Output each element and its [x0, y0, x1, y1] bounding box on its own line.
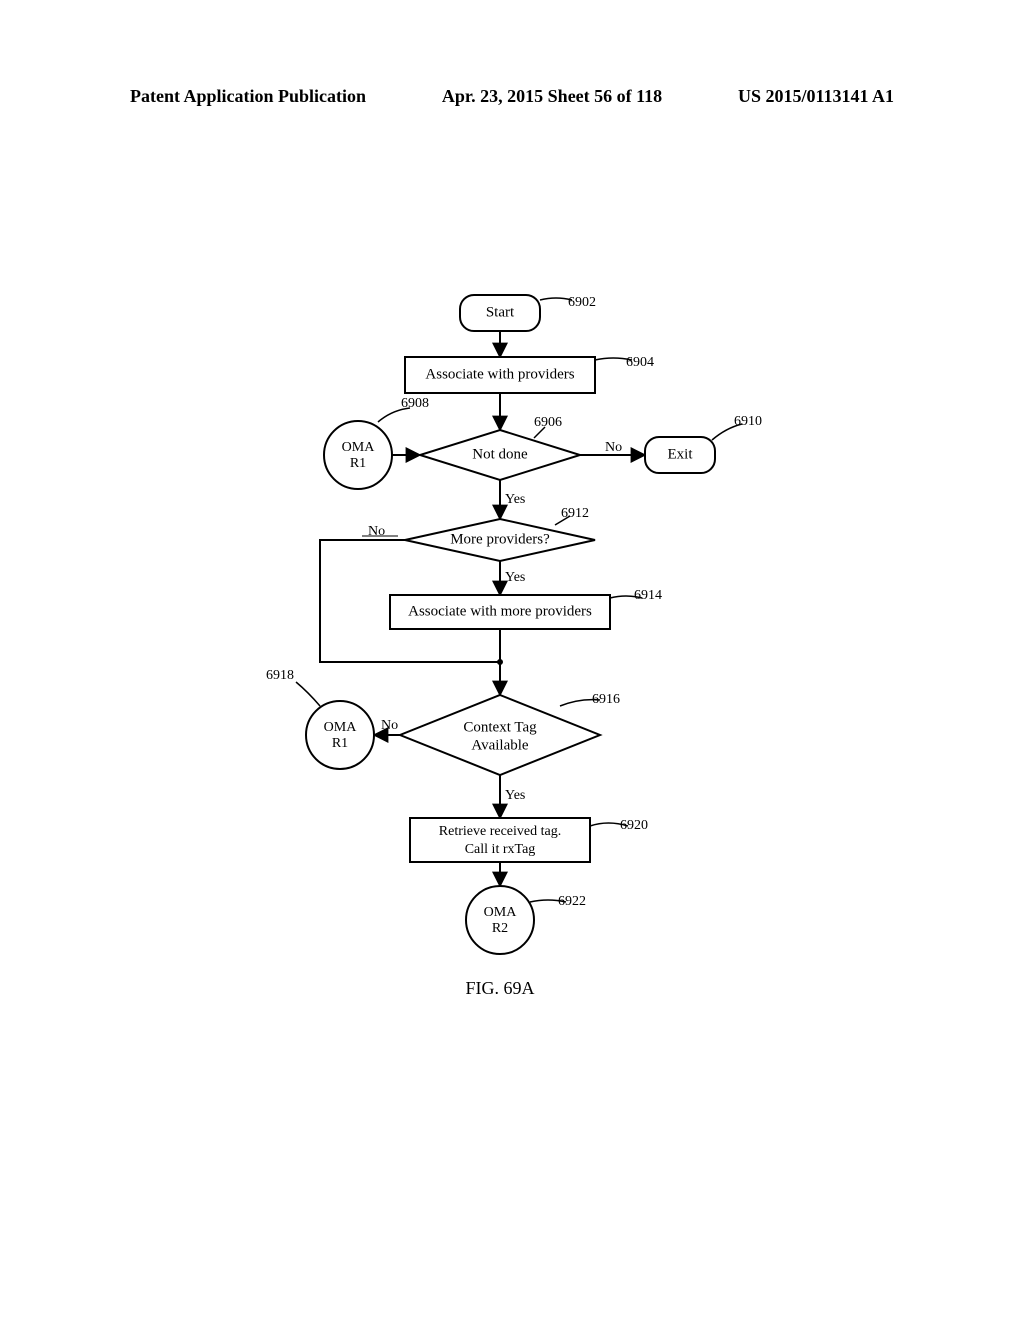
- node-oma-r1-a: OMA R1 6908: [324, 396, 429, 489]
- assocm-label: Associate with more providers: [408, 603, 592, 619]
- assoc-ref: 6904: [626, 355, 654, 370]
- node-oma-r1-b: OMA R1 6918: [266, 668, 374, 769]
- oma1-label1: OMA: [342, 440, 376, 455]
- lbl-ctxtag-no: No: [381, 718, 398, 733]
- oma2-ref: 6918: [266, 668, 294, 683]
- notdone-ref: 6906: [534, 415, 562, 430]
- figure-label: FIG. 69A: [465, 978, 534, 998]
- lbl-notdone-no: No: [605, 440, 622, 455]
- node-assoc: Associate with providers 6904: [405, 355, 654, 393]
- retr-label2: Call it rxTag: [465, 842, 536, 857]
- retr-ref: 6920: [620, 818, 648, 833]
- node-exit: Exit 6910: [645, 414, 762, 473]
- oma3-ref: 6922: [558, 894, 586, 909]
- oma2-label1: OMA: [324, 720, 358, 735]
- flowchart-svg: Start 6902 Associate with providers 6904…: [0, 0, 1024, 1320]
- ctxtag-label1: Context Tag: [463, 719, 537, 735]
- exit-ref: 6910: [734, 414, 762, 429]
- oma2-label2: R1: [332, 736, 348, 751]
- oma1-ref: 6908: [401, 396, 429, 411]
- node-assoc-more: Associate with more providers 6914: [390, 588, 662, 629]
- node-start: Start 6902: [460, 295, 596, 331]
- start-ref: 6902: [568, 295, 596, 310]
- exit-label: Exit: [668, 446, 694, 462]
- lbl-morep-yes: Yes: [505, 570, 525, 585]
- lbl-morep-no: No: [368, 524, 385, 539]
- node-retrieve-tag: Retrieve received tag. Call it rxTag 692…: [410, 818, 648, 862]
- oma3-label1: OMA: [484, 905, 518, 920]
- notdone-label: Not done: [472, 446, 528, 462]
- assoc-label: Associate with providers: [425, 366, 574, 382]
- lbl-notdone-yes: Yes: [505, 492, 525, 507]
- node-context-tag: Context Tag Available 6916: [400, 692, 620, 775]
- retr-label1: Retrieve received tag.: [439, 824, 561, 839]
- assocm-ref: 6914: [634, 588, 662, 603]
- start-label: Start: [486, 304, 515, 320]
- morep-label: More providers?: [450, 531, 550, 547]
- ctxtag-ref: 6916: [592, 692, 620, 707]
- oma3-label2: R2: [492, 921, 508, 936]
- ctxtag-label2: Available: [471, 737, 529, 753]
- node-oma-r2: OMA R2 6922: [466, 886, 586, 954]
- lbl-ctxtag-yes: Yes: [505, 788, 525, 803]
- oma1-label2: R1: [350, 456, 366, 471]
